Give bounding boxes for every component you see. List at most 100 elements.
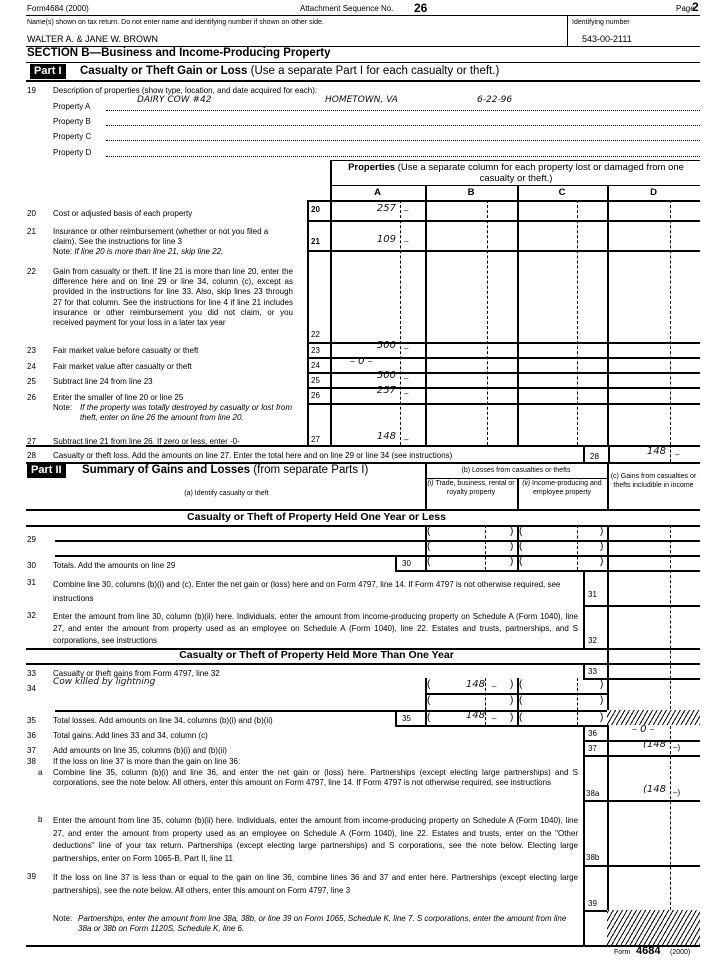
id-number-field[interactable]: 543-00-2111 [582, 34, 632, 44]
line-38b-text: Enter the amount from line 35, column (b… [53, 816, 578, 863]
rule [425, 185, 427, 445]
line-box-33: 33 [588, 667, 597, 676]
parenthesis: ( [427, 526, 431, 537]
line-37-value[interactable]: (148 [643, 739, 666, 750]
rule [517, 185, 519, 445]
part-ii-badge: Part II [27, 463, 66, 478]
line-box-26: 26 [311, 391, 320, 400]
name-field[interactable]: WALTER A. & JANE W. BROWN [27, 34, 159, 44]
rule [26, 663, 700, 665]
rule [307, 342, 700, 344]
rule [583, 570, 585, 648]
rule [425, 462, 427, 510]
line-box-27: 27 [311, 435, 320, 444]
part-i-title: Casualty or Theft Gain or Loss (Use a se… [80, 65, 500, 77]
line-36-value[interactable]: – 0 – [632, 724, 655, 735]
line-box-38b: 38b [586, 853, 600, 862]
section-b-title: SECTION B—Business and Income-Producing … [27, 47, 331, 59]
rule [517, 678, 519, 725]
line-24-text: Fair market value after casualty or thef… [53, 362, 192, 371]
col-b2-header: (ii) Income-producing and employee prope… [522, 480, 602, 496]
line-21-text: Insurance or other reimbursement (whethe… [53, 227, 269, 257]
parenthesis: ( [519, 695, 523, 706]
line-25-a-value[interactable]: 500 [376, 370, 396, 381]
line-39-text: If the loss on line 37 is less than or e… [53, 873, 578, 895]
line-23-a-value[interactable]: 500 [376, 340, 396, 351]
column-b-header: B [467, 187, 475, 198]
line-27-a-value[interactable]: 148 [376, 431, 396, 442]
cents-divider [670, 200, 671, 445]
rule [425, 678, 427, 725]
line-box-20: 20 [311, 205, 320, 214]
part-ii-title: Summary of Gains and Losses (from separa… [82, 464, 369, 476]
parenthesis: ) [600, 556, 604, 567]
line-28-cents: – [675, 450, 680, 459]
shaded-area [607, 710, 700, 725]
cents-divider [487, 200, 488, 445]
line-number: 29 [27, 535, 36, 544]
line-34-description[interactable]: Cow killed by lightning [53, 677, 156, 687]
line-19-text: Description of properties (show type, lo… [53, 86, 318, 95]
rule [330, 160, 332, 445]
cents-divider [670, 445, 671, 462]
line-34-b1-cents: – [492, 682, 497, 691]
line-24-a-value[interactable]: – 0 – [350, 356, 373, 367]
line-38a-cents: –) [673, 788, 681, 797]
rule [517, 478, 519, 510]
line-number: 28 [27, 451, 36, 460]
line-20-a-value[interactable]: 257 [376, 203, 396, 214]
line-box-25: 25 [311, 376, 320, 385]
property-d-field[interactable] [106, 156, 700, 157]
line-26-a-cents: – [404, 389, 409, 398]
parenthesis: ) [510, 695, 514, 706]
footer-year: (2000) [670, 949, 691, 956]
line-box-30: 30 [402, 559, 411, 568]
line-21-a-cents: – [404, 237, 409, 246]
rule [55, 555, 700, 557]
line-34-b1-value[interactable]: 148 [465, 679, 485, 690]
line-26-note: If the property was totally destroyed by… [80, 403, 292, 423]
cents-divider [577, 200, 578, 445]
parenthesis: ) [510, 679, 514, 690]
rule [307, 357, 700, 359]
line-27-text: Subtract line 21 from line 26. If zero o… [53, 437, 240, 446]
line-31-text: Combine line 30, columns (b)(i) and (c).… [53, 580, 561, 603]
line-letter: b [38, 815, 43, 824]
sequence-label: Attachment Sequence No. [300, 4, 394, 13]
parenthesis: ( [427, 556, 431, 567]
property-d-label: Property D [53, 148, 92, 157]
property-a-field[interactable] [106, 110, 700, 111]
rule [395, 710, 397, 725]
properties-header: Properties (Use a separate column for ea… [348, 162, 684, 184]
rule [608, 445, 610, 462]
line-32-text: Enter the amount from line 30, column (b… [53, 612, 578, 645]
line-36-text: Total gains. Add lines 33 and 34, column… [53, 731, 208, 740]
rule [583, 605, 700, 607]
rule [55, 710, 607, 712]
column-c-header: C [558, 187, 566, 198]
line-26-text: Enter the smaller of line 20 or line 25 [53, 393, 184, 402]
property-a-location: HOMETOWN, VA [325, 95, 398, 105]
col-b-header: (b) Losses from casualties or thefts [461, 467, 571, 474]
line-21-a-value[interactable]: 109 [376, 234, 396, 245]
note-label: Note: [53, 914, 73, 923]
parenthesis: ) [600, 679, 604, 690]
line-35-b1-value[interactable]: 148 [465, 710, 485, 721]
property-c-field[interactable] [106, 140, 700, 141]
rule [395, 725, 607, 727]
property-b-field[interactable] [106, 125, 700, 126]
rule [395, 555, 397, 570]
cents-divider [400, 200, 401, 445]
line-26-a-value[interactable]: 257 [376, 385, 396, 396]
line-box-23: 23 [311, 346, 320, 355]
rule [425, 525, 427, 570]
rule [583, 663, 585, 678]
line-number: 30 [27, 561, 36, 570]
line-38a-value[interactable]: (148 [643, 784, 666, 795]
short-term-heading: Casualty or Theft of Property Held One Y… [187, 511, 446, 523]
parenthesis: ) [600, 541, 604, 552]
line-number: 20 [27, 209, 36, 218]
rule [307, 372, 700, 374]
line-28-value[interactable]: 148 [646, 446, 666, 457]
line-33-text: Casualty or theft gains from Form 4797, … [53, 669, 220, 678]
